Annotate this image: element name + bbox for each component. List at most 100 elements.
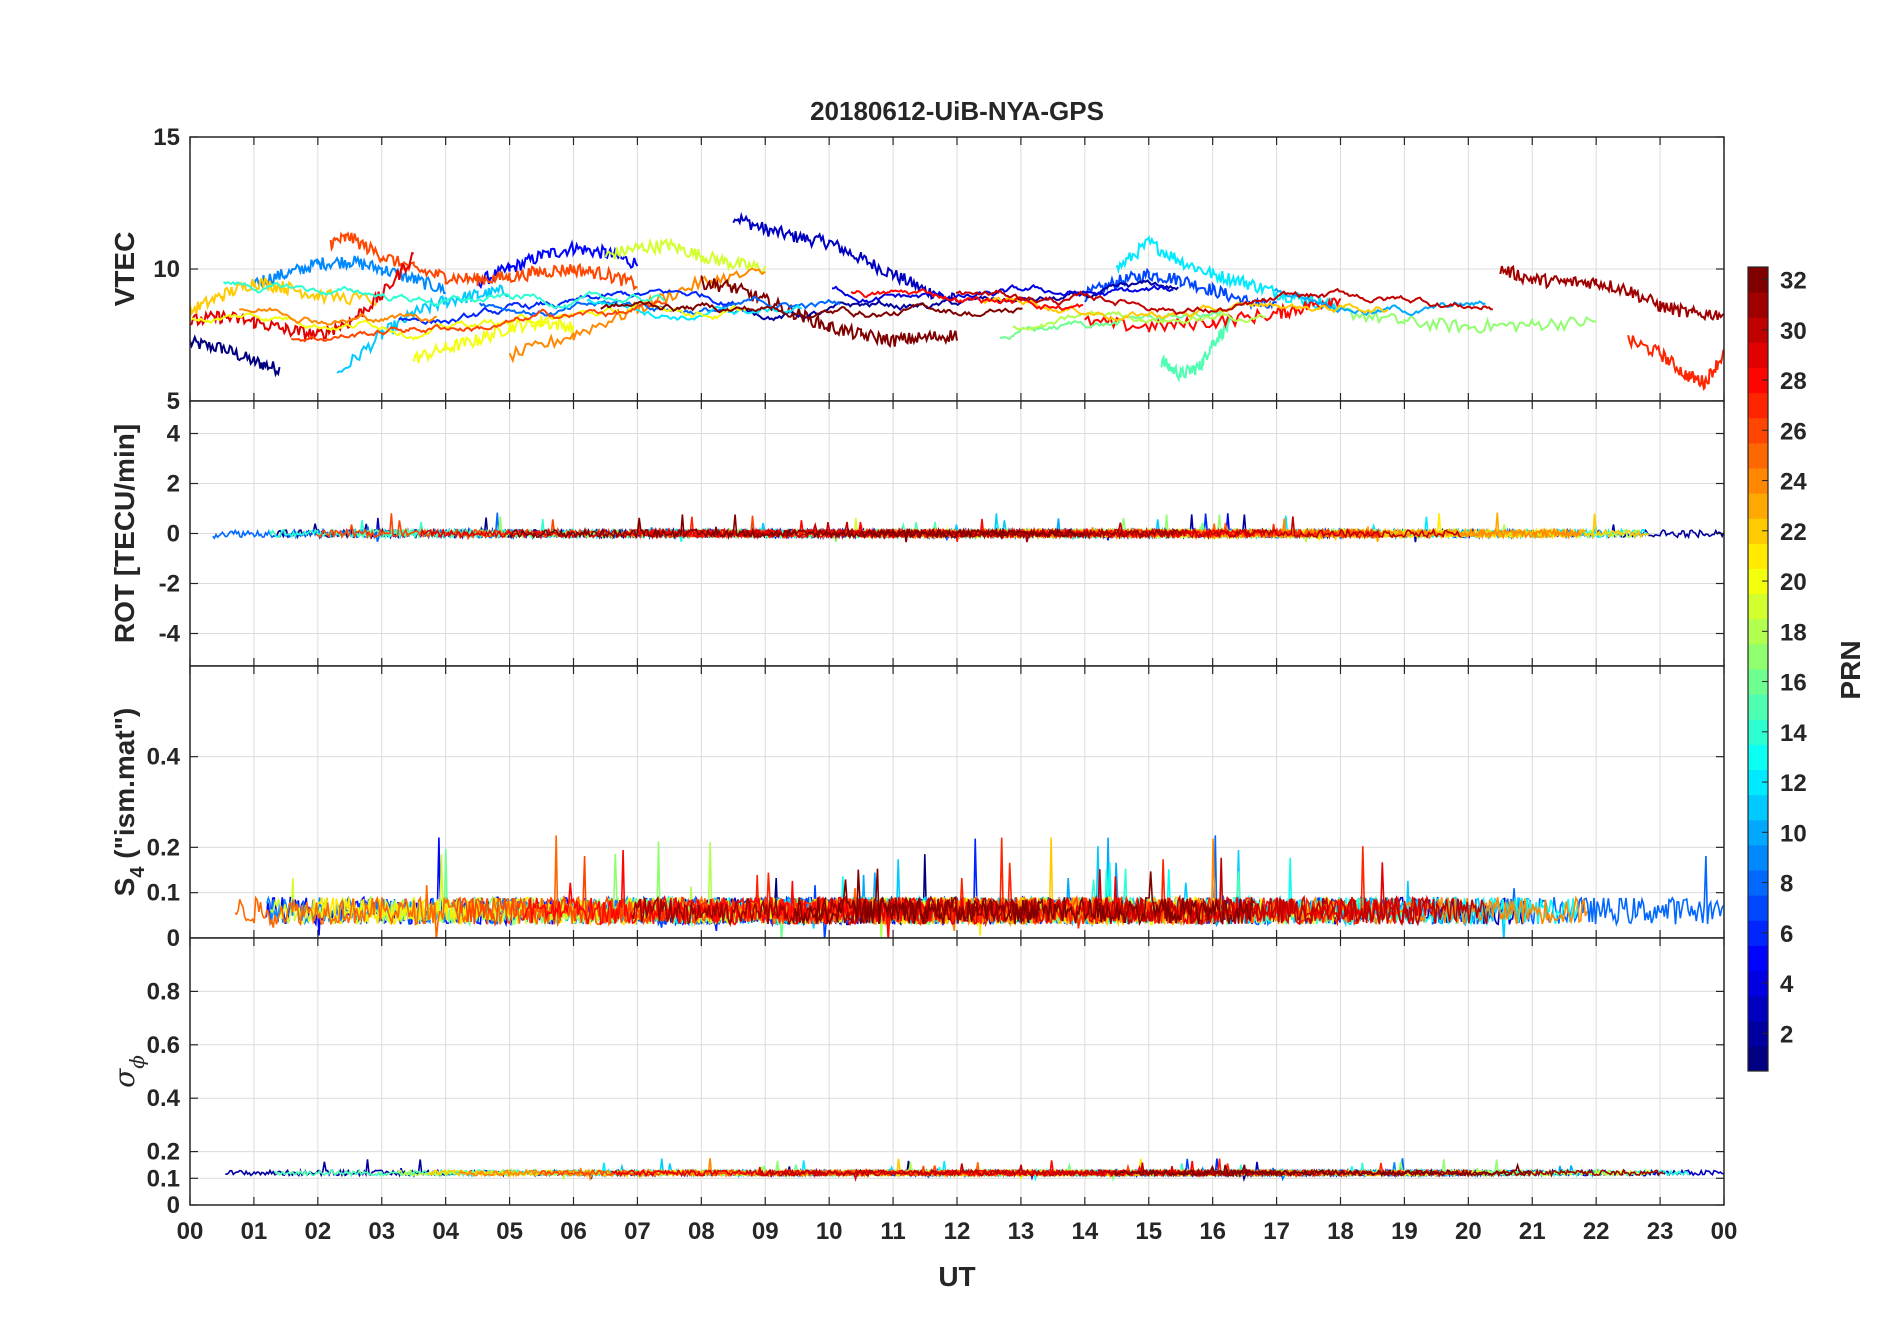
x-tick-label: 00 [1711, 1218, 1738, 1245]
x-tick-label: 23 [1647, 1218, 1674, 1245]
vtec-series-prn-29 [190, 252, 414, 340]
x-tick-label: 06 [560, 1218, 587, 1245]
colorbar-tick-label: 26 [1780, 418, 1807, 445]
colorbar-swatch [1748, 794, 1768, 821]
vtec-trace [1273, 287, 1486, 317]
x-tick-label: 20 [1455, 1218, 1482, 1245]
x-tick-label: 01 [241, 1218, 268, 1245]
colorbar-label: PRN [1835, 640, 1866, 699]
y-tick-label: 0.1 [147, 1165, 180, 1192]
colorbar-tick-label: 2 [1780, 1021, 1793, 1048]
panel-3: 0 0.1 0.2 0.4S4 ("ism.mat") [109, 665, 1725, 952]
x-tick-label: 22 [1583, 1218, 1610, 1245]
y-tick-label: -4 [159, 621, 181, 648]
colorbar-swatch [1748, 643, 1768, 670]
colorbar-swatch [1748, 744, 1768, 771]
colorbar-swatch [1748, 694, 1768, 720]
chart-title: 20180612-UiB-NYA-GPS [810, 96, 1104, 126]
trace-prn-28 [521, 849, 931, 938]
x-tick-label: 11 [880, 1218, 905, 1245]
y-tick-label: 15 [153, 124, 180, 151]
x-tick-label: 14 [1071, 1218, 1098, 1245]
y-tick-label: 2 [167, 471, 180, 498]
colorbar-swatch [1748, 593, 1768, 620]
colorbar-swatch [1748, 267, 1768, 293]
series-group [234, 835, 1724, 938]
panel-1: 5 10 15 VTEC [109, 124, 1725, 415]
y-axis-label: S4 ("ism.mat") [109, 708, 149, 897]
colorbar-tick-label: 14 [1780, 720, 1807, 747]
vtec-series-prn-32 [700, 275, 958, 349]
colorbar-swatch [1748, 1020, 1768, 1047]
vtec-series-prn-3 [732, 211, 958, 305]
colorbar-swatch [1748, 945, 1768, 972]
colorbar-swatch [1748, 317, 1768, 343]
x-tick-label: 15 [1135, 1218, 1162, 1245]
colorbar-tick-label: 28 [1780, 368, 1807, 395]
x-tick-label: 09 [752, 1218, 779, 1245]
colorbar-swatch [1748, 442, 1768, 469]
colorbar-swatch [1748, 618, 1768, 645]
trace-prn-31 [861, 527, 1183, 543]
vtec-series-prn-9 [252, 254, 446, 295]
colorbar-tick-label: 30 [1780, 318, 1807, 345]
vtec-series-prn-12 [1115, 234, 1341, 312]
y-tick-label: 0.6 [147, 1032, 180, 1059]
x-tick-label: 17 [1263, 1218, 1290, 1245]
x-tick-label: 12 [944, 1218, 971, 1245]
y-tick-label: -2 [159, 571, 180, 598]
vtec-series-prn-11 [336, 283, 511, 374]
vtec-trace [1012, 309, 1267, 331]
y-tick-label: 0 [167, 1192, 180, 1219]
colorbar-swatch [1748, 292, 1768, 318]
vtec-trace [398, 288, 737, 326]
colorbar-tick-label: 4 [1780, 971, 1794, 998]
colorbar-swatch [1748, 769, 1768, 796]
vtec-series-prn-26 [329, 231, 638, 291]
panel-4: 00.10.2 0.4 0.6 0.8 σϕ [108, 937, 1725, 1219]
vtec-trace [239, 307, 437, 326]
trace-prn-32 [1113, 1162, 1532, 1178]
x-tick-label: 07 [624, 1218, 651, 1245]
vtec-series-prn-15 [1160, 314, 1233, 383]
colorbar-swatch [1748, 543, 1768, 570]
vtec-trace [290, 300, 668, 343]
colorbar-swatch [1748, 970, 1768, 997]
colorbar-swatch [1748, 844, 1768, 871]
y-tick-label: 0.2 [147, 834, 180, 861]
colorbar-tick-label: 10 [1780, 820, 1807, 847]
colorbar-tick-label: 20 [1780, 569, 1807, 596]
colorbar-swatch [1748, 920, 1768, 946]
trace-prn-32 [509, 514, 1084, 543]
trace-prn-30 [737, 516, 1462, 541]
y-tick-label: 5 [167, 388, 180, 415]
x-tick-label: 00 [177, 1218, 204, 1245]
x-tick-label: 03 [368, 1218, 395, 1245]
y-tick-label: 0.8 [147, 978, 180, 1005]
colorbar-tick-label: 32 [1780, 268, 1807, 295]
colorbar-tick-label: 22 [1780, 519, 1807, 546]
colorbar-swatch [1748, 417, 1768, 444]
y-tick-label: 0.1 [147, 880, 180, 907]
y-tick-label: 0.2 [147, 1139, 180, 1166]
colorbar-tick-label: 18 [1780, 619, 1807, 646]
x-tick-label: 18 [1327, 1218, 1354, 1245]
x-tick-label: 02 [304, 1218, 331, 1245]
vtec-series-prn-5 [476, 239, 639, 290]
colorbar-swatch [1748, 895, 1768, 921]
colorbar-swatch [1748, 819, 1768, 846]
vtec-series-prn-28 [1084, 297, 1342, 333]
x-tick-label: 13 [1008, 1218, 1035, 1245]
x-tick-label: 19 [1391, 1218, 1418, 1245]
y-axis-label: ROT [TECU/min] [109, 424, 140, 643]
colorbar-swatch [1748, 669, 1768, 695]
x-tick-label: 04 [432, 1218, 459, 1245]
colorbar-frame [1747, 266, 1769, 1072]
colorbar-tick-label: 6 [1780, 921, 1793, 948]
vtec-trace [850, 288, 1084, 311]
series-group [212, 512, 1724, 543]
colorbar-tick-label: 8 [1780, 871, 1793, 898]
